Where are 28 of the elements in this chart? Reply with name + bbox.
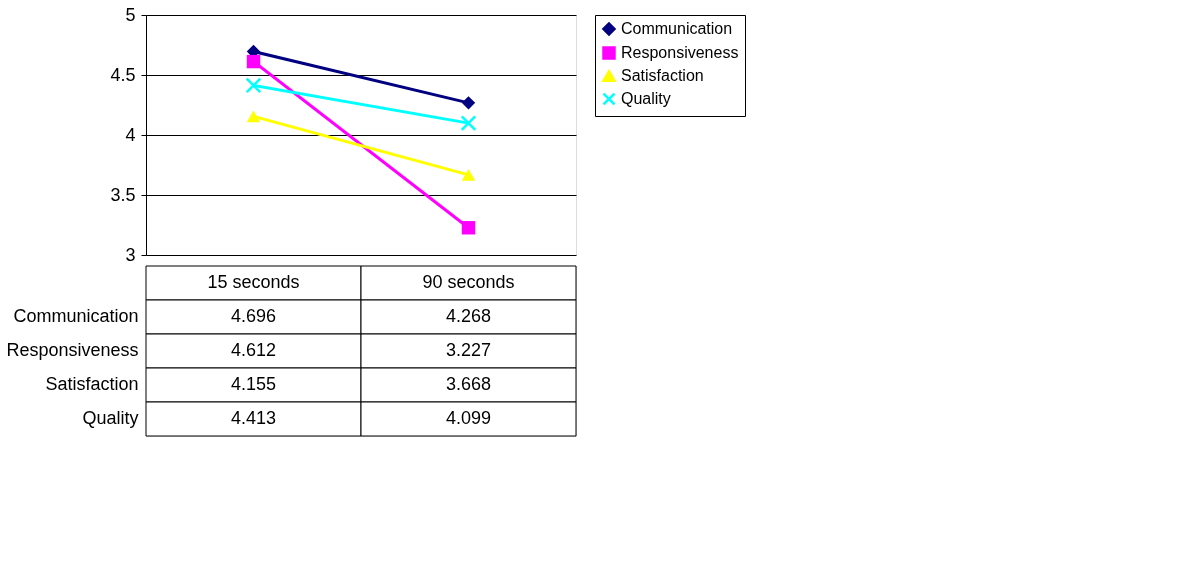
x-tick-label: 90 seconds [422, 272, 515, 292]
data-label: 4.413 [230, 408, 277, 428]
y-tick-label: 5 [125, 4, 136, 25]
point [460, 115, 477, 132]
legend-label: Communication [621, 20, 733, 37]
y-tick-label: 4 [125, 124, 136, 145]
text: Communication [13, 306, 139, 326]
data-label: 3.668 [445, 374, 492, 394]
data-label: 4.099 [445, 408, 492, 428]
text: Responsiveness [6, 340, 139, 360]
y-tick-label: 4.5 [110, 64, 136, 85]
legend-label: Quality [621, 90, 671, 107]
text: Quality [82, 408, 139, 428]
text: Satisfaction [45, 374, 139, 394]
point [245, 77, 262, 94]
data-label: 4.268 [445, 306, 492, 326]
y-tick-label: 3.5 [110, 184, 136, 205]
x-tick-label: 15 seconds [207, 272, 300, 292]
data-label: 4.155 [230, 374, 277, 394]
data-label: 3.227 [445, 340, 492, 360]
legend-label: Responsiveness [621, 44, 739, 61]
point [461, 221, 476, 235]
point [246, 54, 261, 69]
point [461, 96, 476, 110]
data-label: 4.612 [230, 340, 277, 360]
data-label: 4.696 [230, 306, 277, 326]
legend-label: Satisfaction [621, 67, 704, 84]
y-tick-label: 3 [125, 244, 136, 265]
